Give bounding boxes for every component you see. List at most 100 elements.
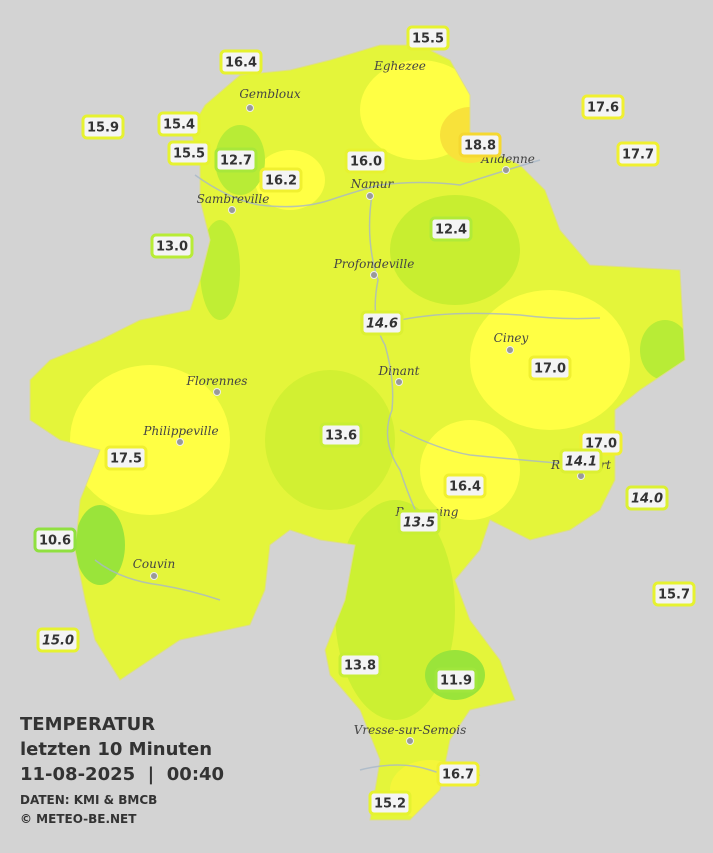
station-value: 16.4 bbox=[225, 56, 257, 71]
river-lesse bbox=[399, 429, 581, 466]
city-dot bbox=[213, 388, 221, 396]
cool-zone bbox=[200, 220, 240, 320]
station: 10.6 bbox=[33, 527, 77, 553]
city-dot bbox=[370, 271, 378, 279]
station-box bbox=[104, 445, 148, 471]
station-box bbox=[319, 422, 363, 448]
station: 16.4 bbox=[219, 49, 263, 75]
city-label: Dinant bbox=[378, 364, 420, 378]
river-viroin bbox=[94, 559, 221, 601]
station-box bbox=[443, 473, 487, 499]
legend-credit: © METEO-BE.NET bbox=[20, 812, 137, 826]
city-label: Gembloux bbox=[239, 87, 301, 101]
station-value: 12.4 bbox=[435, 223, 467, 238]
station-box bbox=[625, 485, 669, 511]
station-box bbox=[616, 141, 660, 167]
station: 17.0 bbox=[528, 355, 572, 381]
station-value: 12.7 bbox=[220, 154, 252, 169]
city-label: Profondeville bbox=[333, 257, 415, 271]
station: 11.9 bbox=[434, 667, 478, 693]
cool-zone bbox=[390, 195, 520, 305]
station: 14.1 bbox=[559, 448, 603, 474]
city-label: Sambreville bbox=[197, 192, 270, 206]
station-box bbox=[434, 667, 478, 693]
city-dot bbox=[228, 206, 236, 214]
cool-zone bbox=[640, 320, 685, 380]
city-dot bbox=[366, 192, 374, 200]
legend-datetime: 11-08-2025 | 00:40 bbox=[20, 764, 224, 785]
station: 15.5 bbox=[167, 140, 211, 166]
station: 14.0 bbox=[625, 485, 669, 511]
warm-zone bbox=[70, 365, 230, 515]
station-value: 18.8 bbox=[464, 139, 496, 154]
river-meuse bbox=[368, 194, 421, 521]
station-value: 15.7 bbox=[658, 588, 690, 603]
station-value: 13.0 bbox=[156, 240, 188, 255]
legend-period: letzten 10 Minuten bbox=[20, 739, 212, 760]
station: 15.7 bbox=[652, 581, 696, 607]
river-bocq bbox=[399, 312, 601, 321]
station: 15.5 bbox=[406, 25, 450, 51]
station-value: 13.6 bbox=[325, 429, 357, 444]
station-value: 16.7 bbox=[442, 768, 474, 783]
station-value: 10.6 bbox=[39, 534, 71, 549]
station-value: 15.5 bbox=[173, 147, 205, 162]
station-value: 14.1 bbox=[565, 455, 597, 470]
station-box bbox=[368, 790, 412, 816]
station: 13.8 bbox=[338, 652, 382, 678]
station: 13.0 bbox=[150, 233, 194, 259]
station-box bbox=[150, 233, 194, 259]
station-box bbox=[397, 509, 441, 535]
station: 14.6 bbox=[360, 310, 404, 336]
cold-zone bbox=[75, 505, 125, 585]
city-label: Ciney bbox=[494, 331, 529, 345]
station: 17.0 bbox=[579, 430, 623, 456]
rivers bbox=[94, 159, 601, 778]
station-value: 13.8 bbox=[344, 659, 376, 674]
station: 13.6 bbox=[319, 422, 363, 448]
station: 12.4 bbox=[429, 216, 473, 242]
station-value: 17.0 bbox=[534, 362, 566, 377]
legend: TEMPERATUR letzten 10 Minuten 11-08-2025… bbox=[20, 714, 224, 826]
station-box bbox=[652, 581, 696, 607]
city-dot bbox=[506, 346, 514, 354]
station: 17.5 bbox=[104, 445, 148, 471]
station: 16.0 bbox=[344, 148, 388, 174]
station-value: 17.7 bbox=[622, 148, 654, 163]
station-box bbox=[338, 652, 382, 678]
city-dot bbox=[176, 438, 184, 446]
legend-source: DATEN: KMI & BMCB bbox=[20, 793, 157, 807]
city-label: Namur bbox=[350, 177, 395, 191]
station-value: 15.9 bbox=[87, 121, 119, 136]
station-box bbox=[36, 627, 80, 653]
station: 15.2 bbox=[368, 790, 412, 816]
station-value: 14.0 bbox=[631, 492, 663, 507]
station-box bbox=[167, 140, 211, 166]
station-box bbox=[360, 310, 404, 336]
station: 15.9 bbox=[81, 114, 125, 140]
station-value: 17.6 bbox=[587, 101, 619, 116]
city-dot bbox=[406, 737, 414, 745]
station-value: 15.4 bbox=[163, 118, 195, 133]
city-dot bbox=[246, 104, 254, 112]
city-dot bbox=[150, 572, 158, 580]
station-box bbox=[436, 761, 480, 787]
station-box bbox=[33, 527, 77, 553]
station-value: 11.9 bbox=[440, 674, 472, 689]
stations: 15.5 16.4 17.6 15.9 15.4 15.5 12.7 16.0 18.8 17.7… bbox=[33, 25, 696, 816]
station-value: 13.5 bbox=[403, 516, 435, 531]
station-box bbox=[458, 132, 502, 158]
cities: EghezeeGemblouxAndenneNamurSambrevillePr… bbox=[133, 59, 611, 745]
river-sambre-meuse bbox=[194, 159, 541, 208]
station-value: 16.4 bbox=[449, 480, 481, 495]
city-label: Florennes bbox=[186, 374, 248, 388]
station-value: 15.0 bbox=[42, 634, 74, 649]
station: 16.4 bbox=[443, 473, 487, 499]
city-label: Couvin bbox=[133, 557, 175, 571]
city-dot bbox=[502, 166, 510, 174]
station: 17.6 bbox=[581, 94, 625, 120]
legend-title: TEMPERATUR bbox=[20, 714, 155, 735]
station-box bbox=[344, 148, 388, 174]
station-box bbox=[528, 355, 572, 381]
